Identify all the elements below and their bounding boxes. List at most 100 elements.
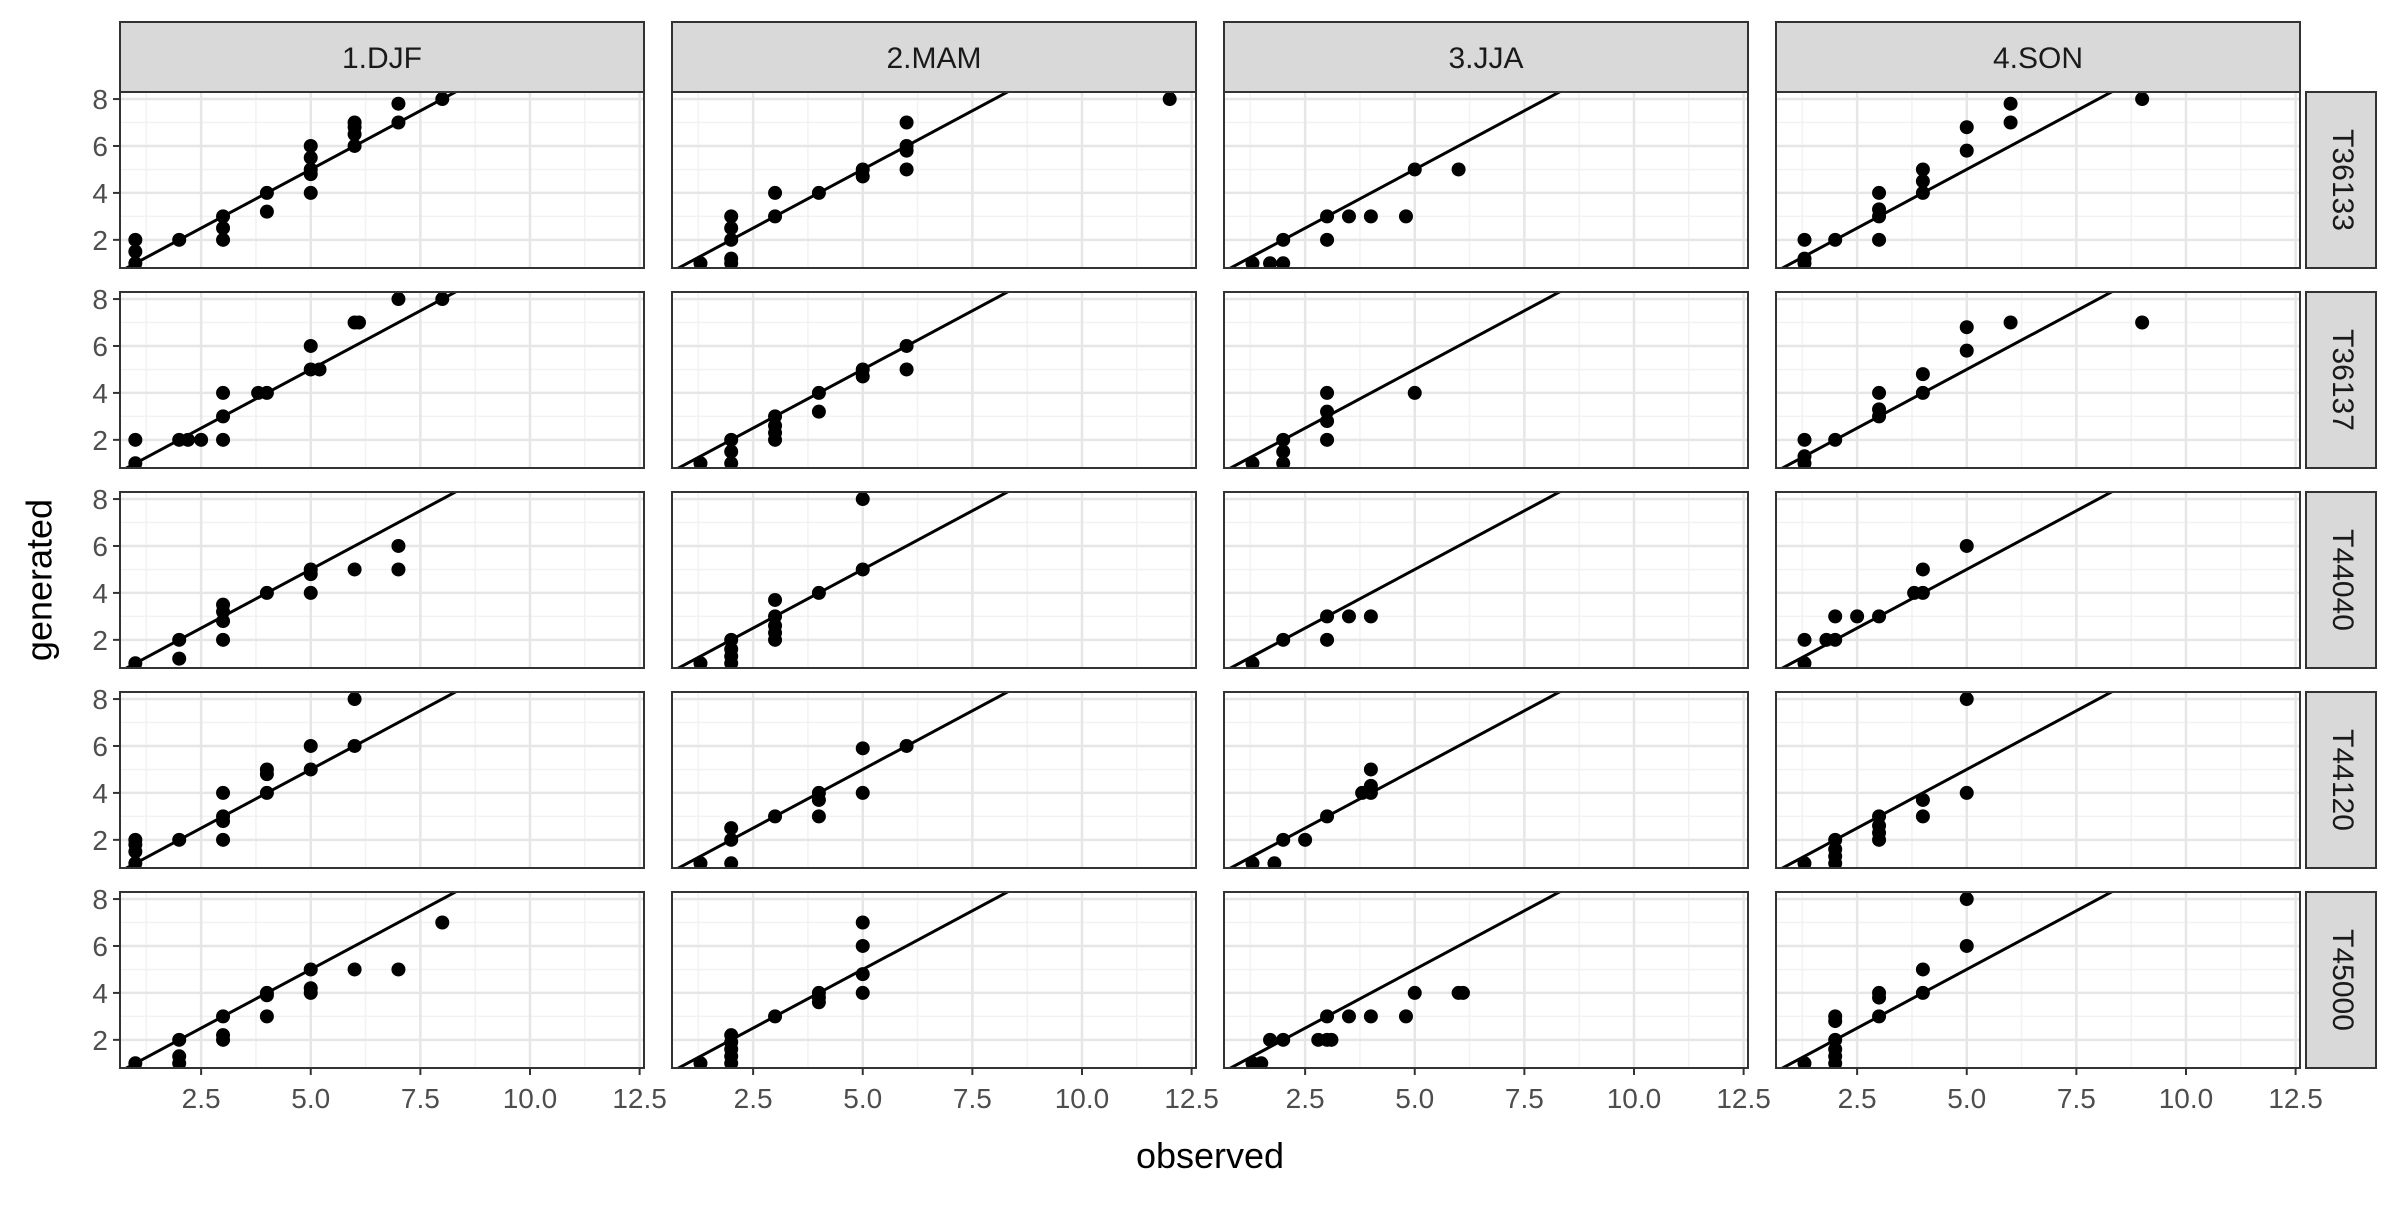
data-point <box>216 385 231 400</box>
panel-content <box>1776 92 2300 268</box>
data-point <box>899 362 914 377</box>
data-point <box>1407 162 1422 177</box>
panel-background <box>1776 92 2300 268</box>
panel-content <box>672 692 1196 868</box>
panel-background <box>1776 492 2300 668</box>
panel-content <box>1224 292 1748 468</box>
panel-content <box>120 692 644 868</box>
panel-border <box>671 691 1197 869</box>
data-point <box>1797 432 1812 447</box>
data-point <box>811 809 826 824</box>
facet-panel-T44040-3.JJA <box>1223 491 1749 669</box>
facet-panel-T44040-4.SON <box>1775 491 2301 669</box>
data-point <box>1872 232 1887 247</box>
data-point <box>312 362 327 377</box>
y-tick-label: 4 <box>92 778 108 809</box>
panel-background <box>672 292 1196 468</box>
data-point <box>351 315 366 330</box>
x-tick-label: 7.5 <box>953 1083 992 1114</box>
x-tick-label: 5.0 <box>1947 1083 1986 1114</box>
data-point <box>1320 232 1335 247</box>
panel-border <box>1775 291 2301 469</box>
data-point <box>435 915 450 930</box>
panel-content <box>1224 892 1748 1068</box>
x-tick-label: 10.0 <box>1055 1083 1110 1114</box>
row-strip <box>2305 91 2377 269</box>
data-point <box>259 1009 274 1024</box>
panel-background <box>1776 892 2300 1068</box>
identity-line <box>675 692 1011 868</box>
data-point <box>1872 609 1887 624</box>
panel-border <box>119 891 645 1069</box>
data-point <box>1341 209 1356 224</box>
data-point <box>1828 832 1843 847</box>
facet-panel-T45000-3.JJA <box>1223 891 1749 1069</box>
facet-panel-T45000-2.MAM <box>671 891 1197 1069</box>
data-point <box>180 432 195 447</box>
facet-panel-T44120-2.MAM <box>671 691 1197 869</box>
data-point <box>435 292 450 307</box>
data-point <box>216 432 231 447</box>
data-point <box>1959 538 1974 553</box>
data-point <box>1276 432 1291 447</box>
data-point <box>1797 251 1812 266</box>
y-tick-label: 2 <box>92 225 108 256</box>
data-point <box>172 832 187 847</box>
data-point <box>1915 562 1930 577</box>
facet-panel-T36133-4.SON <box>1775 91 2301 269</box>
data-point <box>855 492 870 507</box>
identity-line <box>1779 892 2115 1068</box>
data-point <box>1245 656 1260 668</box>
panel-border <box>1775 691 2301 869</box>
identity-line <box>123 292 459 468</box>
identity-line <box>123 92 459 268</box>
data-point <box>391 538 406 553</box>
data-point <box>1959 143 1974 158</box>
data-point <box>1407 385 1422 400</box>
data-point <box>1276 444 1291 459</box>
data-point <box>216 832 231 847</box>
data-point <box>2003 96 2018 111</box>
x-tick-label: 2.5 <box>1286 1083 1325 1114</box>
identity-line <box>1779 92 2115 268</box>
facet-panel-T44040-2.MAM <box>671 491 1197 669</box>
identity-line <box>1227 92 1563 268</box>
data-point <box>1320 404 1335 419</box>
data-point <box>1407 985 1422 1000</box>
panel-content <box>1224 692 1748 868</box>
data-point <box>1320 1009 1335 1024</box>
row-strip <box>2305 491 2377 669</box>
data-point <box>1828 432 1843 447</box>
data-point <box>899 338 914 353</box>
data-point <box>216 221 231 236</box>
data-point <box>768 609 783 624</box>
panel-content <box>1776 892 2300 1068</box>
panel-background <box>120 92 644 268</box>
panel-border <box>1223 691 1749 869</box>
row-strip-label: T44040 <box>2326 529 2359 631</box>
facet-panel-T44120-3.JJA <box>1223 691 1749 869</box>
x-tick-label: 12.5 <box>1716 1083 1771 1114</box>
data-point <box>259 585 274 600</box>
data-point <box>1263 256 1278 268</box>
x-tick-label: 12.5 <box>612 1083 667 1114</box>
data-point <box>259 762 274 777</box>
panel-content <box>1776 492 2300 668</box>
panel-background <box>120 692 644 868</box>
data-point <box>693 256 708 268</box>
y-axis-title: generated <box>19 499 60 661</box>
data-point <box>1797 632 1812 647</box>
data-point <box>1797 856 1812 868</box>
y-tick-label: 8 <box>92 684 108 715</box>
panel-content <box>672 892 1196 1068</box>
panel-border <box>1775 491 2301 669</box>
y-tick-label: 2 <box>92 425 108 456</box>
data-point <box>1959 320 1974 335</box>
data-point <box>1828 609 1843 624</box>
data-point <box>128 456 143 468</box>
x-axis-title: observed <box>1136 1135 1284 1176</box>
column-strip <box>1775 21 2301 93</box>
data-point <box>347 738 362 753</box>
data-point <box>811 585 826 600</box>
